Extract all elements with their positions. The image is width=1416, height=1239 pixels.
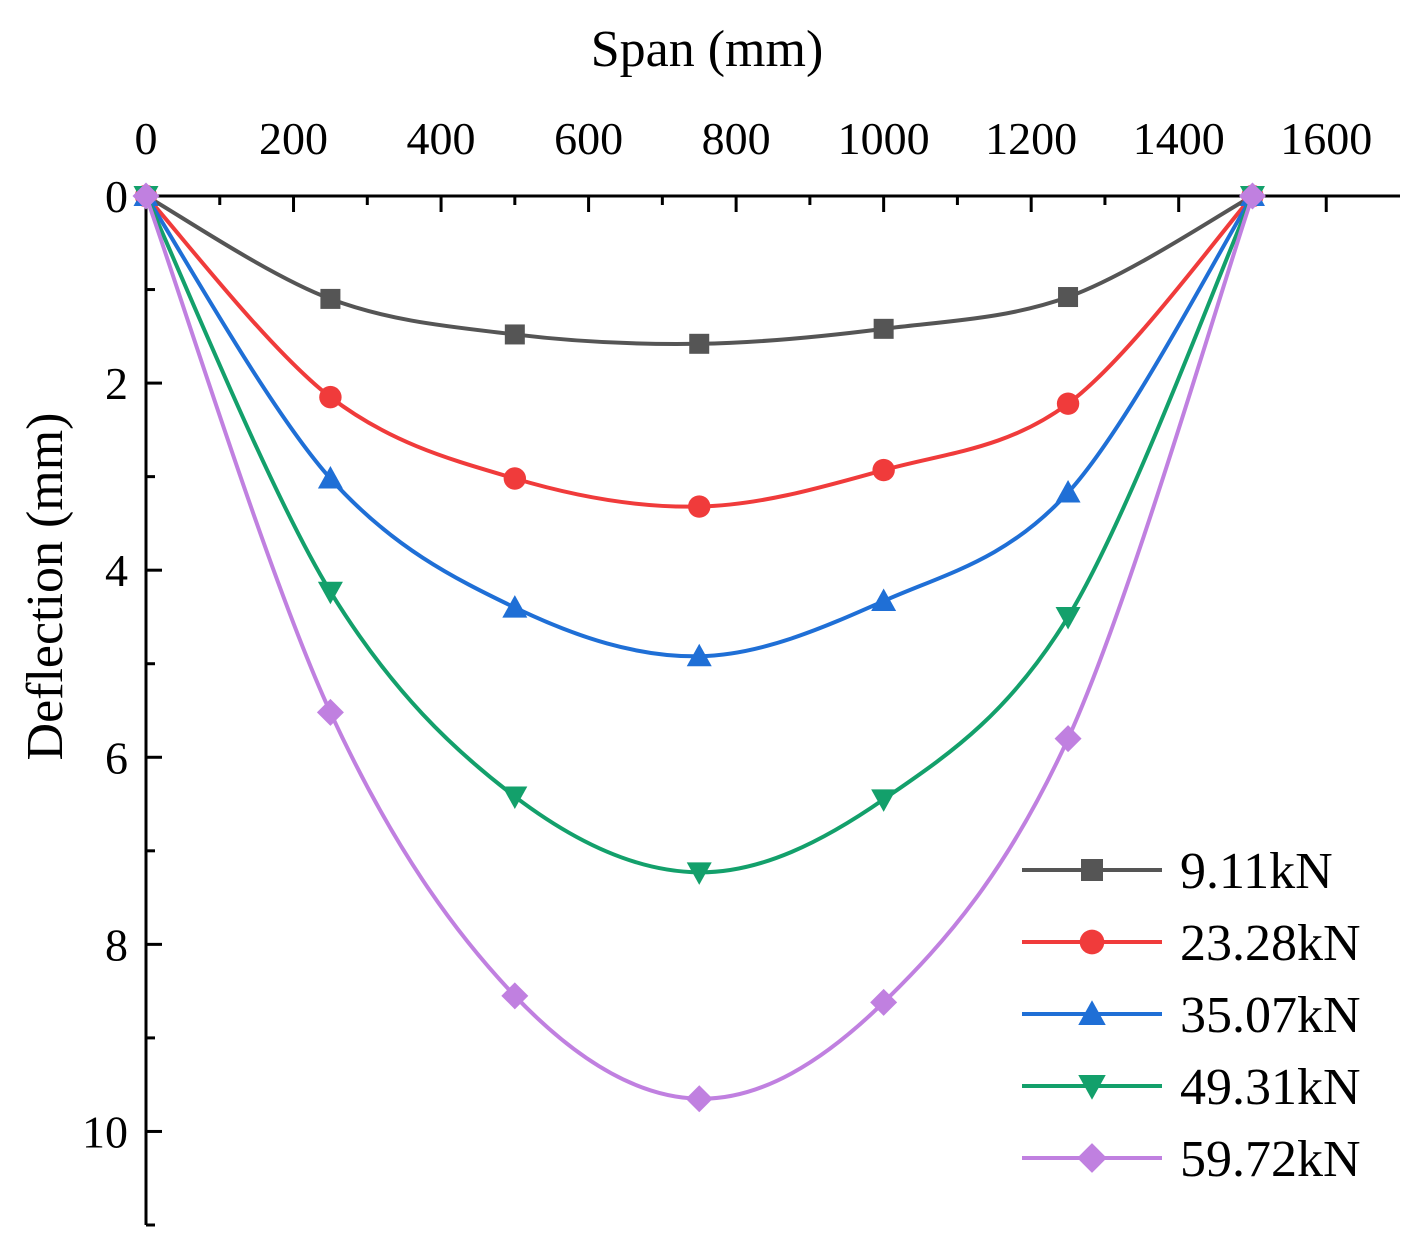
data-point [870, 988, 898, 1016]
data-point [502, 786, 528, 810]
legend-marker [1078, 1075, 1106, 1100]
legend-label: 23.28kN [1180, 915, 1361, 972]
x-tick-label: 600 [554, 113, 623, 164]
y-axis-ticks: 0 2 4 6 8 10 [82, 171, 162, 1227]
data-point [319, 385, 342, 409]
legend-item: 23.28kN [1022, 915, 1361, 972]
data-point [1055, 480, 1081, 503]
data-point [1055, 606, 1081, 630]
legend-marker [1081, 859, 1103, 881]
series-line [144, 195, 1255, 875]
x-axis-title: Span (mm) [591, 21, 824, 78]
data-point [501, 982, 529, 1010]
data-point [686, 643, 712, 667]
x-tick-label: 800 [702, 113, 771, 164]
data-point [1058, 287, 1079, 308]
x-axis-ticks: 0 200 400 600 800 1000 1200 1400 1600 [135, 113, 1372, 212]
data-point [1054, 725, 1082, 753]
data-point [686, 862, 712, 885]
legend-item: 35.07kN [1022, 987, 1361, 1044]
data-point [317, 466, 343, 489]
data-point [504, 324, 525, 345]
data-point [689, 333, 710, 354]
legend-item: 9.11kN [1022, 843, 1333, 900]
y-tick-label: 2 [105, 358, 128, 409]
legend: 9.11kN 23.28kN 35.07kN 49.31kN 59.72kN [1022, 843, 1361, 1188]
legend-item: 49.31kN [1022, 1059, 1361, 1116]
data-point [132, 182, 160, 210]
x-tick-label: 400 [407, 113, 476, 164]
series-2 [133, 183, 1265, 667]
y-axis-title: Deflection (mm) [17, 413, 74, 761]
y-tick-label: 10 [82, 1106, 128, 1157]
data-point [1238, 182, 1266, 210]
data-point [320, 288, 341, 309]
legend-item: 59.72kN [1022, 1131, 1361, 1188]
legend-marker [1079, 929, 1105, 955]
x-tick-label: 1600 [1280, 113, 1372, 164]
data-point [871, 789, 897, 812]
x-tick-label: 1000 [838, 113, 930, 164]
x-tick-label: 1400 [1133, 113, 1225, 164]
legend-marker [1077, 1143, 1107, 1173]
legend-label: 49.31kN [1180, 1059, 1361, 1116]
legend-label: 59.72kN [1180, 1131, 1361, 1188]
series-3 [133, 186, 1265, 885]
data-point [316, 698, 344, 726]
data-point [872, 458, 895, 482]
y-tick-label: 4 [105, 545, 128, 596]
data-point [873, 318, 894, 339]
data-point [871, 588, 897, 612]
x-tick-label: 1200 [985, 113, 1077, 164]
series-0 [136, 186, 1263, 354]
series-layer [132, 182, 1266, 1113]
series-line [145, 194, 1254, 346]
data-point [503, 467, 527, 490]
data-point [688, 495, 711, 518]
x-tick-label: 0 [135, 113, 158, 164]
axes: 0 200 400 600 800 1000 1200 1400 1600 0 2 4 6 8 10 [82, 113, 1400, 1227]
legend-label: 9.11kN [1180, 843, 1333, 900]
x-tick-label: 200 [259, 113, 328, 164]
legend-label: 35.07kN [1180, 987, 1361, 1044]
data-point [685, 1085, 713, 1113]
data-point [502, 595, 528, 618]
series-4 [132, 182, 1266, 1113]
y-tick-label: 0 [105, 171, 128, 222]
data-point [317, 581, 343, 605]
legend-marker [1078, 1000, 1106, 1025]
y-tick-label: 8 [105, 919, 128, 970]
y-tick-label: 6 [105, 732, 128, 783]
data-point [1056, 392, 1080, 415]
